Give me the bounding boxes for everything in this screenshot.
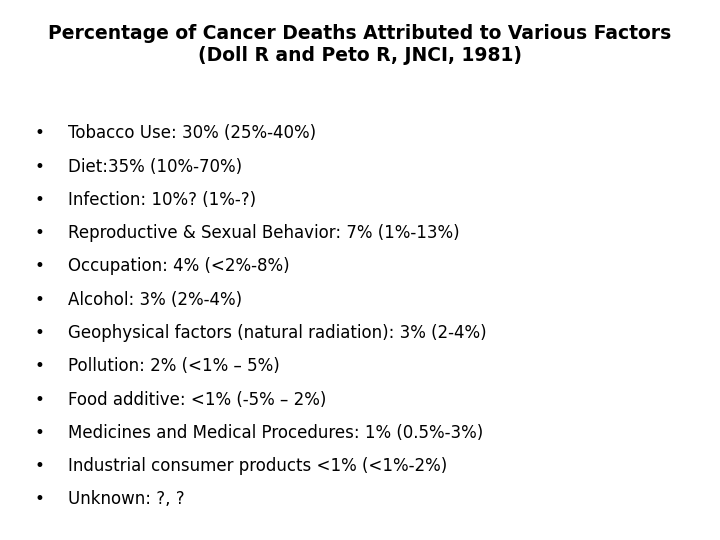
Text: •: • (35, 258, 45, 275)
Text: Industrial consumer products <1% (<1%-2%): Industrial consumer products <1% (<1%-2%… (68, 457, 448, 475)
Text: •: • (35, 457, 45, 475)
Text: •: • (35, 424, 45, 442)
Text: Percentage of Cancer Deaths Attributed to Various Factors
(Doll R and Peto R, JN: Percentage of Cancer Deaths Attributed t… (48, 24, 672, 65)
Text: Geophysical factors (natural radiation): 3% (2-4%): Geophysical factors (natural radiation):… (68, 324, 487, 342)
Text: Food additive: <1% (-5% – 2%): Food additive: <1% (-5% – 2%) (68, 390, 327, 409)
Text: •: • (35, 390, 45, 409)
Text: •: • (35, 291, 45, 309)
Text: •: • (35, 158, 45, 176)
Text: Pollution: 2% (<1% – 5%): Pollution: 2% (<1% – 5%) (68, 357, 280, 375)
Text: Unknown: ?, ?: Unknown: ?, ? (68, 490, 185, 509)
Text: Alcohol: 3% (2%-4%): Alcohol: 3% (2%-4%) (68, 291, 243, 309)
Text: Medicines and Medical Procedures: 1% (0.5%-3%): Medicines and Medical Procedures: 1% (0.… (68, 424, 484, 442)
Text: •: • (35, 124, 45, 142)
Text: •: • (35, 224, 45, 242)
Text: Diet:35% (10%-70%): Diet:35% (10%-70%) (68, 158, 243, 176)
Text: Infection: 10%? (1%-?): Infection: 10%? (1%-?) (68, 191, 256, 209)
Text: •: • (35, 191, 45, 209)
Text: •: • (35, 324, 45, 342)
Text: Occupation: 4% (<2%-8%): Occupation: 4% (<2%-8%) (68, 258, 290, 275)
Text: •: • (35, 490, 45, 509)
Text: •: • (35, 357, 45, 375)
Text: Tobacco Use: 30% (25%-40%): Tobacco Use: 30% (25%-40%) (68, 124, 317, 142)
Text: Reproductive & Sexual Behavior: 7% (1%-13%): Reproductive & Sexual Behavior: 7% (1%-1… (68, 224, 460, 242)
